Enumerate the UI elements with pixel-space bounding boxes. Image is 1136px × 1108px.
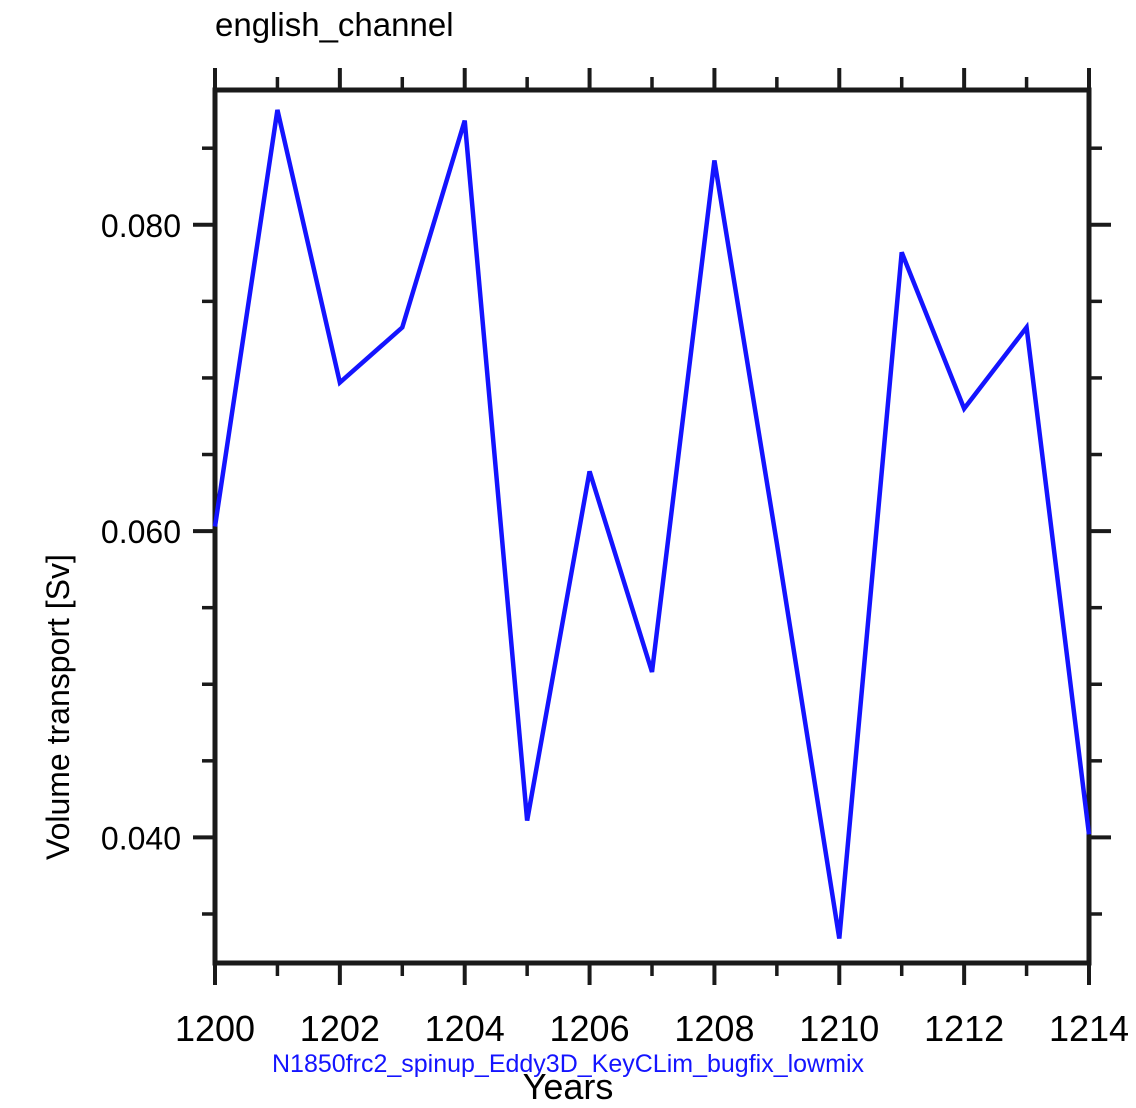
x-tick-label: 1214 <box>1049 1008 1129 1049</box>
x-axis-label: Years <box>522 1066 614 1107</box>
y-tick-label: 0.080 <box>101 208 181 244</box>
x-tick-label: 1202 <box>300 1008 380 1049</box>
plot-frame <box>212 87 1092 966</box>
x-tick-label: 1204 <box>425 1008 505 1049</box>
x-tick-label: 1212 <box>924 1008 1004 1049</box>
legend-entry-0: N1850frc2_spinup_Eddy3D_KeyCLim_bugfix_l… <box>272 1050 864 1078</box>
x-tick-label: 1208 <box>674 1008 754 1049</box>
x-tick-label: 1210 <box>799 1008 879 1049</box>
y-tick-label: 0.060 <box>101 514 181 550</box>
chart-title: english_channel <box>215 6 454 43</box>
x-tick-label: 1206 <box>550 1008 630 1049</box>
y-tick-label: 0.040 <box>101 820 181 856</box>
axis-ticks <box>193 68 1111 985</box>
x-tick-label: 1200 <box>175 1008 255 1049</box>
axis-tick-labels: 1200 1202 1204 1206 1208 1210 1212 1214 0.080 0.0… <box>101 208 1129 1049</box>
data-series-line <box>212 109 1092 939</box>
